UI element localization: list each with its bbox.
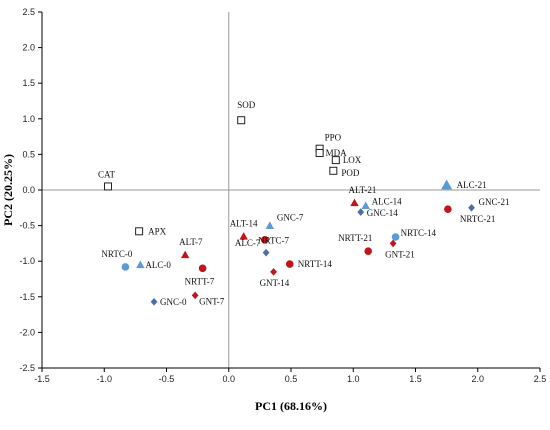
- point-gnt-7: [191, 291, 199, 300]
- point-pod: [329, 166, 338, 175]
- point-cat: [103, 182, 112, 191]
- x-tick-label: -1.0: [96, 374, 112, 384]
- x-tick-label: -0.5: [159, 374, 175, 384]
- y-tick-label: -2.0: [19, 327, 35, 337]
- x-tick-label: 1.0: [347, 374, 360, 384]
- point-label-gnt-7: GNT-7: [199, 296, 225, 306]
- point-nrtt-21: [364, 247, 372, 256]
- y-tick-label: -2.5: [19, 363, 35, 373]
- point-label-nrtc-0: NRTC-0: [101, 249, 132, 259]
- point-gnc-7: [265, 221, 275, 229]
- point-label-nrtc-7: NRTC-7: [258, 236, 289, 246]
- point-alc-14: [361, 201, 370, 210]
- y-tick-label: -1.0: [19, 256, 35, 266]
- x-tick-label: -1.5: [34, 374, 50, 384]
- y-tick-label: 0.5: [22, 149, 35, 159]
- point-label-gnc-7: GNC-7: [277, 213, 304, 223]
- point-label-sod: SOD: [237, 100, 256, 110]
- point-alt-14: [239, 232, 248, 240]
- point-label-nrtt-7: NRTT-7: [185, 276, 215, 286]
- point-label-gnt-14: GNT-14: [260, 278, 290, 288]
- point-label-alc-21: ALC-21: [457, 180, 487, 190]
- point-alt-21: [350, 198, 359, 207]
- point-gnt-21: [389, 239, 397, 248]
- x-tick-label: 2.0: [471, 374, 484, 384]
- point-nrtc-21: [444, 205, 452, 214]
- point-label-nrtc-14: NRTC-14: [401, 228, 437, 238]
- point-label-alc-7: ALC-7: [235, 238, 261, 248]
- point-alc-21: [441, 179, 453, 190]
- point-gnc-14: [357, 208, 365, 216]
- point-nrtc-14: [391, 233, 400, 241]
- point-gnt-14: [270, 268, 277, 276]
- point-label-nrtc-21: NRTC-21: [460, 214, 495, 224]
- point-label-gnc-21: GNC-21: [479, 197, 510, 207]
- point-label-nrtt-14: NRTT-14: [298, 259, 333, 269]
- y-tick-label: 1.0: [22, 114, 35, 124]
- point-alt-7: [180, 250, 190, 259]
- point-label-pod: POD: [341, 168, 360, 178]
- point-apx: [135, 227, 144, 236]
- point-nrtc-7: [262, 248, 270, 257]
- point-mda: [315, 148, 324, 157]
- x-tick-label: 0.5: [285, 374, 298, 384]
- point-nrtt-14: [285, 260, 294, 268]
- x-tick-label: 2.5: [534, 374, 547, 384]
- point-nrtt-7: [198, 264, 207, 273]
- point-label-alt-7: ALT-7: [179, 237, 203, 247]
- y-axis-title: PC2 (20.25%): [1, 154, 15, 226]
- y-tick-label: -0.5: [19, 221, 35, 231]
- point-gnc-0: [150, 297, 158, 306]
- x-tick-label: 1.5: [409, 374, 422, 384]
- y-tick-label: 1.5: [22, 78, 35, 88]
- points-layer: [103, 116, 475, 306]
- point-label-gnt-21: GNT-21: [385, 249, 415, 259]
- y-tick-label: 0.0: [22, 185, 35, 195]
- y-tick-label: 2.0: [22, 43, 35, 53]
- point-label-mda: MDA: [326, 148, 348, 158]
- point-gnc-21: [468, 204, 475, 212]
- point-label-apx: APX: [148, 226, 167, 236]
- x-tick-label: 0.0: [222, 374, 235, 384]
- point-label-ppo: PPO: [325, 133, 342, 143]
- point-lox: [331, 156, 340, 165]
- axes-layer: -1.5 -1.0 -0.5 0.0 0.5 1.0 1.5 2.0 2.5 2.5 2.0 1.5 1…: [19, 7, 546, 384]
- y-tick-label: -1.5: [19, 292, 35, 302]
- point-alc-0: [136, 260, 145, 269]
- point-alc-7: [261, 236, 269, 244]
- point-nrtc-0: [121, 263, 130, 271]
- point-label-alt-14: ALT-14: [230, 218, 258, 228]
- point-label-cat: CAT: [98, 169, 116, 179]
- point-label-gnc-14: GNC-14: [367, 208, 398, 218]
- y-tick-label: 2.5: [22, 7, 35, 17]
- x-axis-title: PC1 (68.16%): [255, 399, 327, 413]
- point-label-alc-14: ALC-14: [372, 197, 402, 207]
- point-label-lox: LOX: [343, 155, 362, 165]
- point-label-nrtt-21: NRTT-21: [338, 233, 372, 243]
- point-label-alt-21: ALT-21: [348, 185, 376, 195]
- point-label-alc-0: ALC-0: [145, 260, 171, 270]
- point-label-gnc-0: GNC-0: [160, 297, 187, 307]
- point-sod: [237, 116, 246, 125]
